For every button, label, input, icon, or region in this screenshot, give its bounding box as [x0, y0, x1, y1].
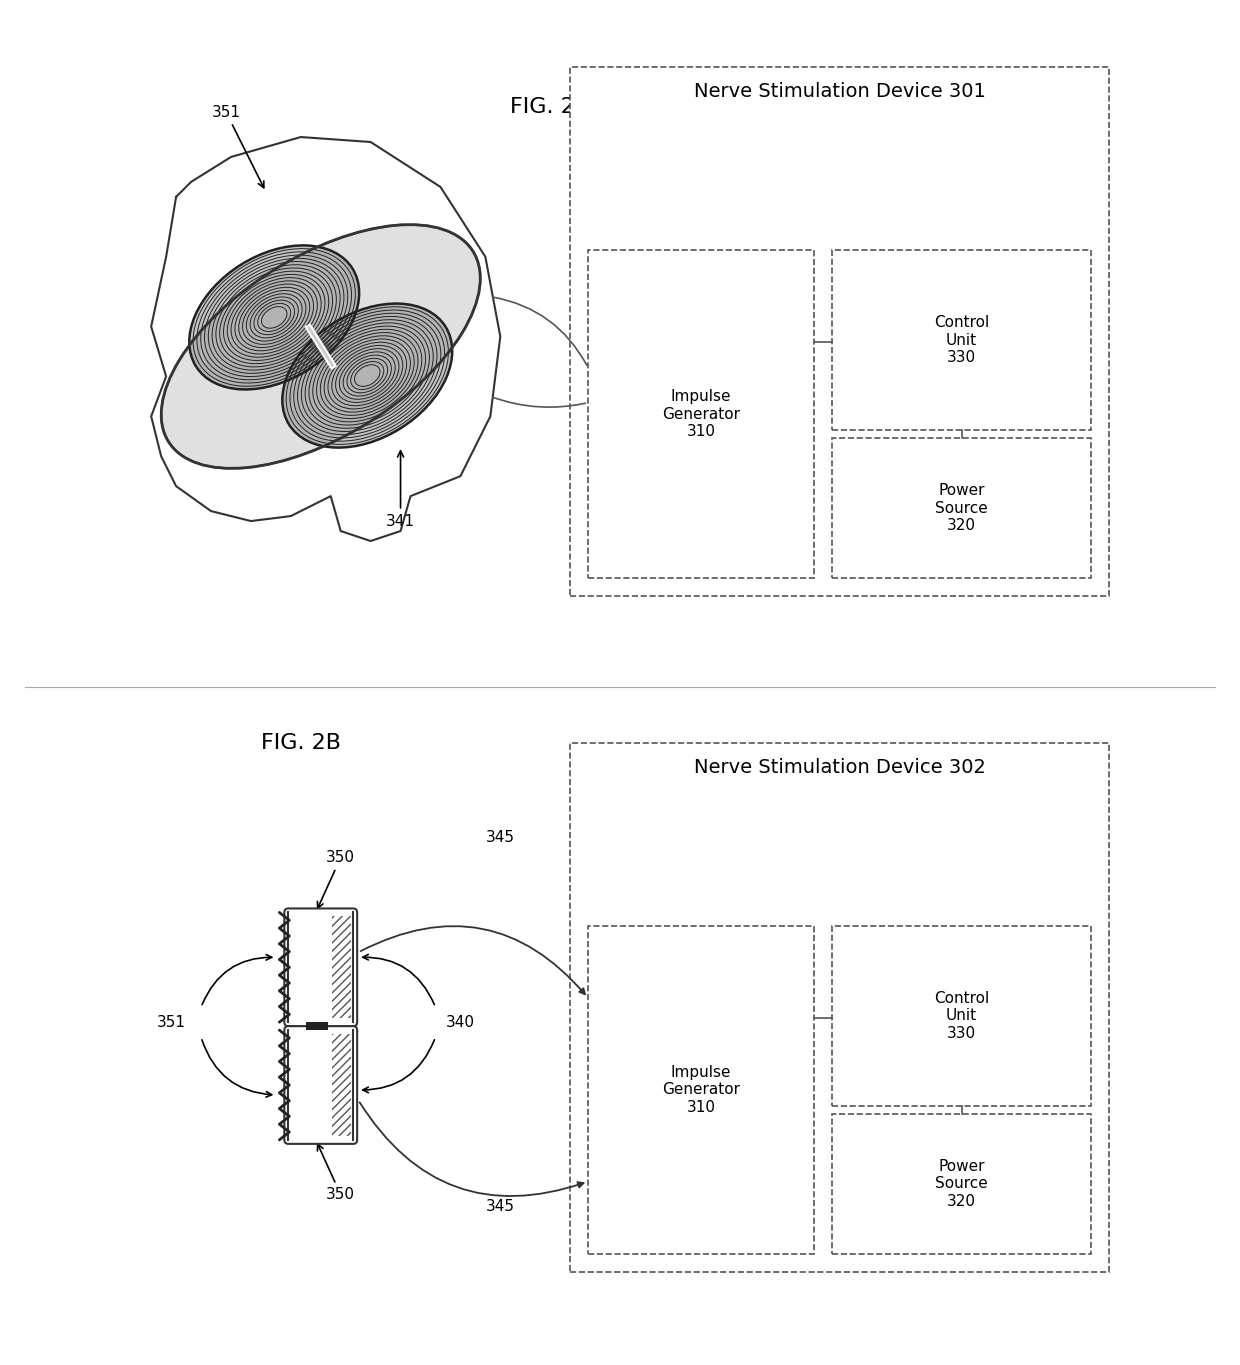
Bar	[588, 925, 815, 1253]
Text: Control
Unit
330: Control Unit 330	[934, 991, 990, 1041]
Text: Nerve Stimulation Device 301: Nerve Stimulation Device 301	[693, 82, 986, 101]
Bar	[588, 250, 815, 577]
Text: FIG. 2B: FIG. 2B	[260, 733, 341, 753]
Bar	[331, 916, 351, 1018]
Text: 351: 351	[156, 1014, 186, 1029]
Ellipse shape	[161, 225, 480, 468]
Ellipse shape	[190, 246, 360, 389]
Text: 340: 340	[445, 1014, 475, 1029]
Bar	[570, 67, 1109, 597]
Bar	[306, 1022, 327, 1031]
Text: Control
Unit
330: Control Unit 330	[934, 315, 990, 366]
Bar	[832, 925, 1091, 1106]
Text: Impulse
Generator
310: Impulse Generator 310	[662, 1065, 740, 1115]
Text: FIG. 2A: FIG. 2A	[510, 97, 590, 117]
Text: 345: 345	[486, 830, 515, 845]
Bar	[331, 1035, 351, 1136]
Text: Power
Source
320: Power Source 320	[935, 483, 988, 534]
Bar	[832, 250, 1091, 430]
Bar	[832, 438, 1091, 577]
Text: 345: 345	[486, 1200, 515, 1215]
Text: Power
Source
320: Power Source 320	[935, 1159, 988, 1209]
FancyBboxPatch shape	[284, 1026, 357, 1144]
Bar	[570, 743, 1109, 1272]
Ellipse shape	[283, 303, 453, 448]
Text: 341: 341	[386, 450, 415, 528]
Text: Impulse
Generator
310: Impulse Generator 310	[662, 389, 740, 440]
Text: Nerve Stimulation Device 302: Nerve Stimulation Device 302	[693, 758, 986, 777]
FancyBboxPatch shape	[284, 909, 357, 1026]
Bar	[832, 1114, 1091, 1253]
Polygon shape	[151, 136, 500, 541]
Text: 350: 350	[317, 850, 355, 908]
Text: 351: 351	[212, 105, 264, 188]
Text: 350: 350	[317, 1144, 355, 1203]
